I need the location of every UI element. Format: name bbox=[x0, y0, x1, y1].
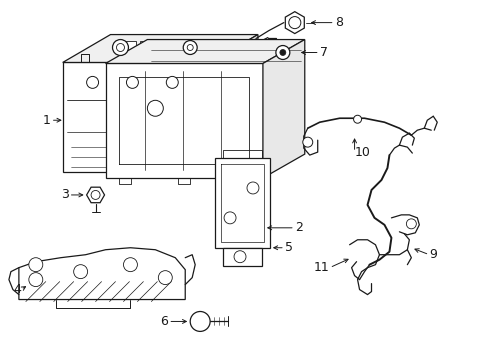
Circle shape bbox=[276, 45, 290, 59]
Text: 4: 4 bbox=[13, 283, 21, 296]
Polygon shape bbox=[19, 248, 185, 300]
Text: 10: 10 bbox=[355, 145, 370, 159]
Circle shape bbox=[289, 17, 301, 29]
Circle shape bbox=[126, 76, 138, 88]
Text: 9: 9 bbox=[429, 248, 437, 261]
Circle shape bbox=[280, 50, 286, 55]
Circle shape bbox=[303, 137, 313, 147]
Text: 2: 2 bbox=[295, 221, 303, 234]
Circle shape bbox=[183, 41, 197, 54]
Text: 1: 1 bbox=[43, 114, 51, 127]
Circle shape bbox=[247, 182, 259, 194]
Polygon shape bbox=[63, 62, 210, 172]
Circle shape bbox=[187, 45, 193, 50]
Polygon shape bbox=[162, 41, 180, 53]
Polygon shape bbox=[223, 248, 262, 266]
Circle shape bbox=[123, 258, 137, 272]
Circle shape bbox=[87, 76, 98, 88]
Polygon shape bbox=[119, 41, 136, 53]
Polygon shape bbox=[105, 40, 305, 63]
Text: 7: 7 bbox=[319, 46, 328, 59]
Circle shape bbox=[158, 271, 172, 285]
Polygon shape bbox=[263, 40, 305, 178]
Polygon shape bbox=[87, 187, 104, 203]
Circle shape bbox=[147, 100, 163, 116]
Polygon shape bbox=[215, 158, 270, 248]
Circle shape bbox=[117, 44, 124, 51]
Text: 6: 6 bbox=[160, 315, 168, 328]
Polygon shape bbox=[285, 12, 304, 33]
Text: 5: 5 bbox=[285, 241, 293, 254]
Circle shape bbox=[91, 190, 100, 199]
Circle shape bbox=[29, 258, 43, 272]
Circle shape bbox=[354, 115, 362, 123]
Text: 8: 8 bbox=[335, 16, 343, 29]
Circle shape bbox=[113, 40, 128, 55]
Polygon shape bbox=[105, 63, 263, 178]
Polygon shape bbox=[63, 35, 258, 62]
Circle shape bbox=[234, 251, 246, 263]
Polygon shape bbox=[210, 35, 258, 172]
Circle shape bbox=[406, 219, 416, 229]
Polygon shape bbox=[141, 41, 158, 53]
Circle shape bbox=[166, 76, 178, 88]
Text: 11: 11 bbox=[314, 261, 330, 274]
Circle shape bbox=[224, 212, 236, 224]
Text: 3: 3 bbox=[61, 188, 69, 202]
Circle shape bbox=[74, 265, 88, 279]
Circle shape bbox=[190, 311, 210, 332]
Circle shape bbox=[29, 273, 43, 287]
